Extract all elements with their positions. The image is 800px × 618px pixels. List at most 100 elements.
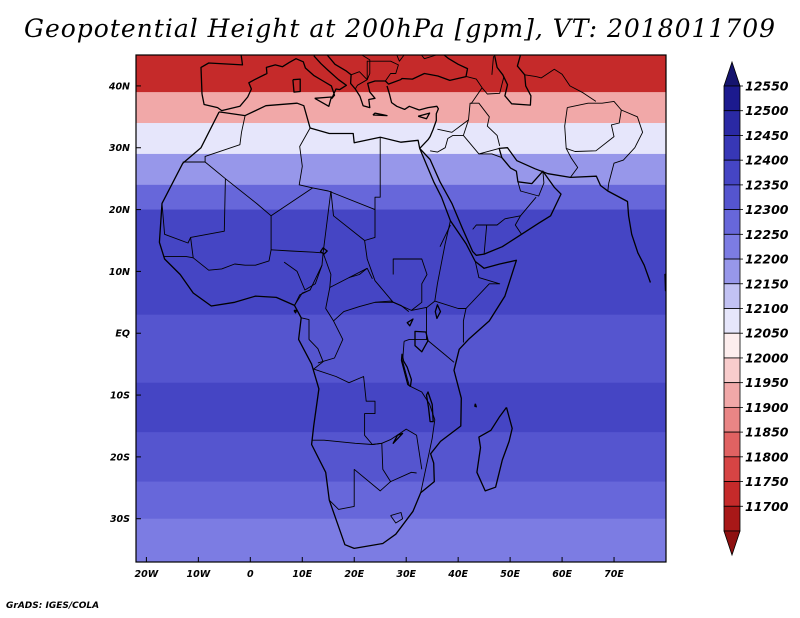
country-border (311, 439, 417, 483)
colorbar-swatch (723, 382, 741, 408)
country-border (271, 190, 332, 254)
height-field (136, 55, 666, 562)
height-band (136, 518, 666, 562)
colorbar-tick-label: 11800 (745, 449, 789, 464)
colorbar-swatch (723, 505, 741, 532)
country-border (481, 76, 505, 95)
country-border (313, 368, 423, 470)
country-border (385, 55, 405, 62)
lon-tick-label: 0 (247, 569, 254, 580)
lon-tick-label: 50E (500, 569, 520, 580)
lake-outline (414, 330, 429, 353)
colorbar-swatch (723, 233, 741, 260)
colorbar-tick-label: 12550 (745, 79, 789, 94)
colorbar-swatch (723, 481, 741, 507)
lat-tick-label: 10N (109, 267, 130, 278)
anatolia-south-coastline (386, 85, 440, 149)
arabia-coastline (419, 147, 652, 283)
country-border (403, 307, 427, 342)
iberia-south-coastline (201, 55, 469, 112)
country-border (483, 215, 521, 255)
colorbar-tick-label: 11850 (745, 425, 789, 440)
country-border (564, 107, 579, 178)
crete-coastline (372, 112, 388, 117)
country-border (328, 469, 355, 510)
sri-lanka-coastline (664, 273, 666, 292)
lon-tick-label: 70E (604, 569, 624, 580)
height-band (136, 123, 666, 155)
colorbar-tick-label: 12000 (745, 350, 789, 365)
country-border (298, 127, 313, 189)
country-border (366, 60, 399, 82)
country-border (437, 119, 469, 133)
country-border (607, 109, 644, 192)
height-band (136, 184, 666, 211)
chart-title: Geopotential Height at 200hPa [gpm], VT:… (23, 14, 777, 43)
lake-outline (406, 318, 414, 327)
colorbar-tick-label: 12400 (745, 153, 789, 168)
country-border (514, 196, 537, 235)
country-border (524, 74, 537, 78)
colorbar-swatch (723, 209, 741, 235)
country-border (465, 261, 501, 309)
country-border (535, 68, 597, 102)
lon-tick-label: 40E (447, 569, 468, 580)
colorbar-bottom-arrow (723, 530, 741, 557)
country-border (283, 261, 323, 291)
colorbar-swatch (723, 357, 741, 384)
lat-tick-label: 10S (110, 391, 130, 402)
lat-tick-label: 40N (108, 81, 130, 92)
country-border (301, 317, 324, 370)
lake-outline (392, 432, 404, 444)
country-border (350, 71, 368, 90)
colorbar-tick-label: 12100 (745, 301, 789, 316)
lon-tick-label: 10E (292, 569, 312, 580)
country-border (161, 203, 194, 258)
lon-tick-label: 30E (396, 569, 416, 580)
bioko-coastline (293, 309, 298, 314)
colorbar-tick-label: 11950 (745, 375, 789, 390)
axis-ticks: 20W 10W 0 10E 20E 30E 40E 50E 60E 70E 40N 30N 20N 10N… (108, 81, 625, 580)
country-border (294, 289, 311, 306)
colorbar-swatch (723, 159, 741, 186)
colorbar-swatch (723, 283, 741, 309)
lake-outline (319, 247, 328, 255)
country-border (163, 215, 272, 271)
country-border (190, 178, 226, 238)
colorbar-tick-label: 12300 (745, 202, 789, 217)
country-border (348, 267, 373, 279)
colorbar-swatch (723, 406, 741, 433)
country-border (517, 171, 545, 197)
colorbar-swatch (723, 308, 741, 334)
lat-tick-label: 20S (110, 452, 130, 463)
colorbar-swatch (723, 332, 741, 359)
country-border (353, 468, 391, 492)
lat-tick-label: 30N (109, 143, 130, 154)
colorbar-top-arrow (723, 60, 741, 87)
colorbar-swatch (723, 135, 741, 161)
lon-tick-label: 10W (187, 569, 211, 580)
madagascar-coastline (476, 407, 513, 492)
lake-outline (400, 353, 413, 388)
lon-tick-label: 20E (344, 569, 364, 580)
country-border (402, 341, 436, 493)
country-border (462, 102, 501, 147)
lake-outline (434, 304, 442, 320)
grads-credit: GrADS: IGES/COLA (6, 601, 100, 611)
colorbar-tick-label: 12200 (745, 252, 789, 267)
country-border (478, 153, 502, 159)
country-border (361, 55, 371, 80)
colorbar-tick-label: 12350 (745, 177, 789, 192)
country-border (317, 320, 344, 364)
country-border (204, 137, 381, 217)
colorbar-tick-label: 11750 (745, 474, 789, 489)
country-border (390, 512, 404, 524)
colorbar-tick-label: 11700 (745, 499, 789, 514)
height-band (136, 55, 666, 93)
colorbar-tick-label: 12450 (745, 128, 789, 143)
colorbar-tick-label: 12150 (745, 276, 789, 291)
africa-coastline (158, 102, 518, 550)
comoros-coastline (474, 403, 477, 408)
lon-tick-label: 20W (135, 569, 159, 580)
